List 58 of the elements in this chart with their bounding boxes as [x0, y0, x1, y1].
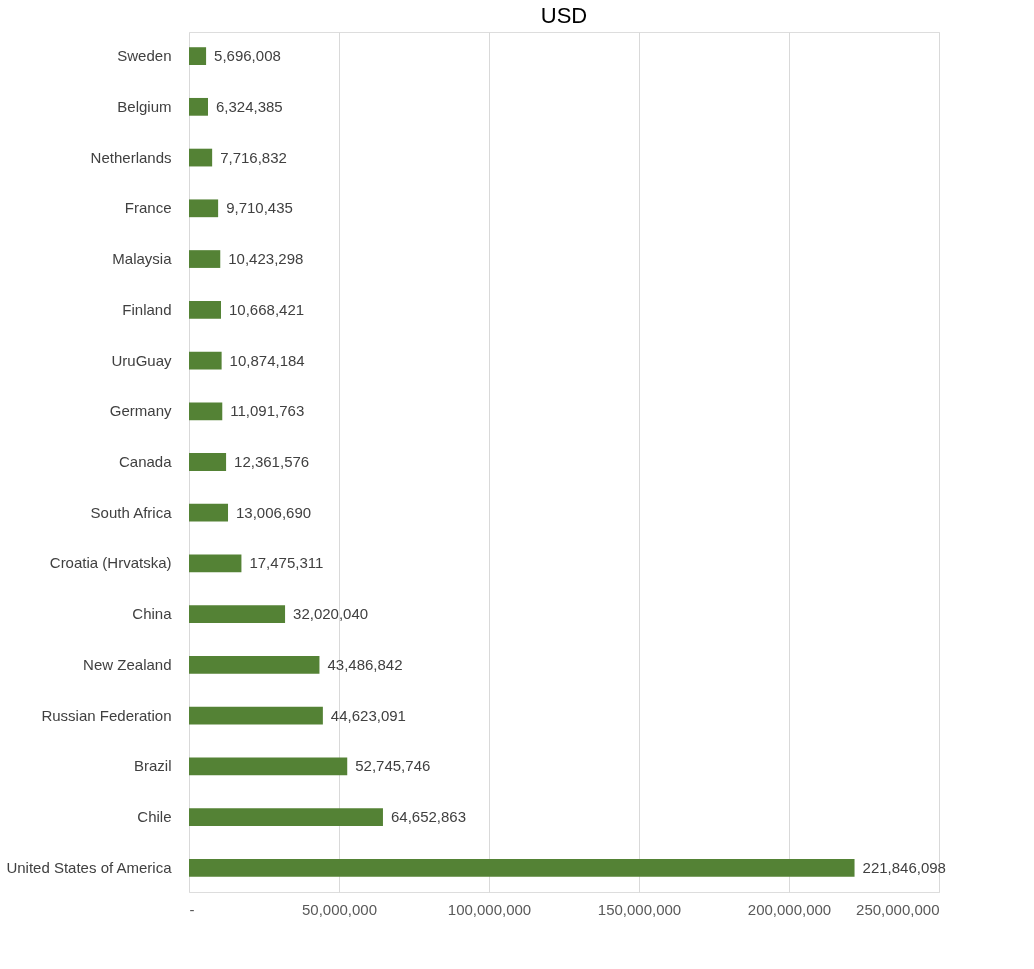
data-label: 9,710,435 [226, 199, 293, 217]
y-tick-label: South Africa [90, 503, 173, 521]
bar [189, 300, 222, 319]
y-tick-label: UruGuay [111, 351, 172, 369]
data-label: 52,745,746 [355, 757, 431, 775]
y-tick-label: Netherlands [90, 148, 172, 166]
data-label: 5,696,008 [214, 47, 281, 65]
data-label: 10,423,298 [228, 250, 304, 268]
x-tick-label: 50,000,000 [301, 900, 378, 918]
bar [189, 706, 323, 725]
bar [189, 757, 348, 776]
bar [189, 97, 208, 116]
bar [189, 199, 219, 218]
x-tick-label: 250,000,000 [856, 900, 940, 918]
y-tick-label: Brazil [133, 757, 172, 775]
y-tick-label: Croatia (Hrvatska) [49, 554, 172, 572]
x-tick-label: 200,000,000 [747, 900, 832, 918]
y-tick-label: Finland [122, 300, 172, 318]
bar [189, 808, 383, 827]
data-label: 32,020,040 [293, 605, 369, 623]
y-tick-label: Canada [118, 453, 173, 470]
y-tick-label: Sweden [117, 47, 172, 65]
y-tick-label: Russian Federation [41, 706, 172, 724]
bar [189, 47, 207, 65]
data-label: 11,091,763 [230, 402, 305, 420]
data-label: 10,874,184 [229, 351, 305, 369]
bar [189, 250, 221, 268]
data-label: 64,652,863 [390, 808, 467, 826]
data-label: 6,324,385 [215, 97, 283, 115]
data-label: 7,716,832 [220, 148, 287, 166]
y-tick-label: Malaysia [112, 250, 173, 268]
y-tick-label: Chile [137, 808, 172, 826]
data-label: 44,623,091 [330, 706, 406, 724]
y-tick-label: Germany [109, 402, 172, 420]
bar [189, 605, 286, 624]
y-tick-label: United States of America [6, 858, 173, 876]
bar [189, 503, 229, 522]
y-tick-label: New Zealand [83, 655, 172, 673]
bar [189, 554, 242, 573]
chart-title: USD [540, 3, 588, 28]
data-label: 13,006,690 [236, 503, 312, 521]
bar [189, 656, 320, 674]
y-tick-label: Belgium [117, 97, 172, 115]
x-tick-label: 100,000,000 [447, 900, 532, 918]
bar [189, 453, 227, 471]
data-label: 17,475,311 [249, 554, 324, 572]
data-label: 221,846,098 [862, 858, 946, 876]
y-tick-label: China [132, 605, 173, 623]
bar [189, 859, 855, 877]
x-tick-label: - [189, 900, 195, 918]
data-label: 43,486,842 [327, 655, 403, 673]
bar [189, 402, 223, 421]
x-tick-label: 150,000,000 [597, 900, 682, 918]
data-label: 12,361,576 [234, 453, 310, 470]
y-tick-label: France [124, 199, 172, 217]
data-label: 10,668,421 [229, 300, 305, 318]
bar [189, 148, 213, 167]
bar [189, 351, 222, 370]
